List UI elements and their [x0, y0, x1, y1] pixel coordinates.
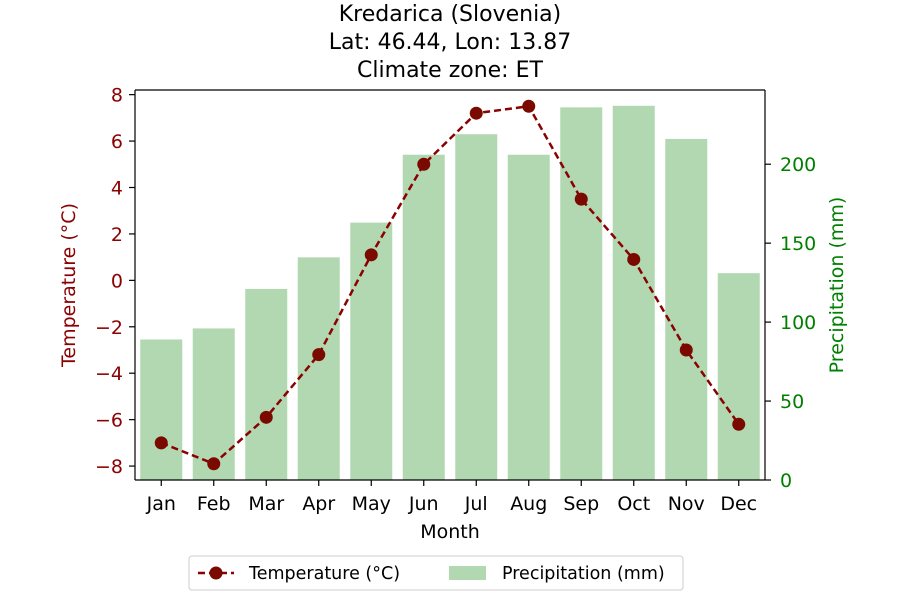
plot-axes [134, 89, 766, 481]
temperature-point-may [364, 248, 378, 262]
title-line-3: Climate zone: ET [357, 58, 543, 83]
y-axis-right-label: Precipitation (mm) [826, 197, 848, 374]
left-tick-label: 8 [111, 85, 123, 107]
legend-precipitation-label: Precipitation (mm) [502, 564, 665, 584]
temperature-point-jul [469, 106, 483, 120]
left-tick-label: 0 [111, 270, 123, 292]
temperature-point-jan [154, 436, 168, 450]
legend-temperature-label: Temperature (°C) [248, 564, 400, 584]
title-line-2: Lat: 46.44, Lon: 13.87 [329, 30, 571, 55]
right-tick-label: 100 [780, 312, 816, 334]
x-tick-label: Jul [464, 493, 488, 515]
temperature-point-feb [207, 457, 221, 471]
left-tick-label: −8 [95, 456, 123, 478]
precipitation-bar-may [350, 222, 393, 480]
precipitation-bar-nov [665, 138, 708, 480]
legend-precipitation-swatch [449, 566, 486, 580]
left-tick-label: −4 [95, 363, 123, 385]
precipitation-bar-jul [455, 134, 498, 481]
temperature-point-mar [259, 410, 273, 424]
precipitation-bar-mar [245, 288, 288, 480]
x-tick-label: Feb [197, 493, 231, 515]
temperature-point-dec [732, 417, 746, 431]
precipitation-bar-oct [612, 105, 655, 480]
temperature-series-line [160, 104, 740, 466]
right-axis-ticks: 0 50 100 150 200 [765, 154, 816, 492]
x-tick-label: Sep [563, 493, 599, 515]
x-tick-label: Jan [146, 493, 176, 515]
left-tick-label: 6 [111, 131, 123, 153]
x-tick-label: Mar [248, 493, 284, 515]
x-tick-label: Oct [617, 493, 650, 515]
temperature-point-nov [679, 343, 693, 357]
temperature-line [154, 99, 746, 471]
precipitation-bar-aug [507, 154, 550, 480]
precipitation-bar-sep [560, 107, 603, 481]
title-line-1: Kredarica (Slovenia) [339, 2, 562, 27]
x-tick-label: Apr [302, 493, 335, 515]
legend-frame [188, 555, 684, 591]
left-tick-label: −6 [95, 410, 123, 432]
x-tick-label: Aug [510, 493, 547, 515]
left-tick-label: −2 [95, 317, 123, 339]
y-axis-left-label: Temperature (°C) [58, 203, 80, 368]
x-axis-ticks: Jan Feb Mar Apr May Jun Jul Aug Sep Oct Nov Dec [146, 480, 757, 515]
temperature-point-sep [574, 192, 588, 206]
x-tick-label: May [352, 493, 391, 515]
legend-temperature-marker [209, 566, 223, 580]
temperature-point-oct [627, 252, 641, 266]
right-tick-label: 50 [780, 391, 804, 413]
x-tick-label: Jun [408, 493, 439, 515]
x-tick-label: Nov [668, 493, 705, 515]
legend: Temperature (°C) Precipitation (mm) [188, 555, 684, 591]
temperature-point-apr [312, 348, 326, 362]
precipitation-bars [140, 105, 760, 481]
precipitation-bar-dec [717, 273, 760, 480]
left-tick-label: 2 [111, 224, 123, 246]
right-tick-label: 0 [780, 470, 792, 492]
precipitation-bar-jun [402, 154, 445, 480]
precipitation-bar-apr [297, 257, 340, 480]
left-tick-label: 4 [111, 178, 123, 200]
right-tick-label: 150 [780, 233, 816, 255]
x-tick-label: Dec [720, 493, 757, 515]
precipitation-bar-feb [192, 328, 235, 480]
chart-title: Kredarica (Slovenia) Lat: 46.44, Lon: 13… [329, 2, 571, 83]
right-tick-label: 200 [780, 154, 816, 176]
left-axis-ticks: −8 −6 −4 −2 0 2 4 6 8 [95, 85, 135, 478]
x-axis-label: Month [420, 521, 480, 543]
temperature-point-aug [522, 99, 536, 113]
temperature-point-jun [417, 157, 431, 171]
precipitation-bar-jan [140, 339, 183, 480]
